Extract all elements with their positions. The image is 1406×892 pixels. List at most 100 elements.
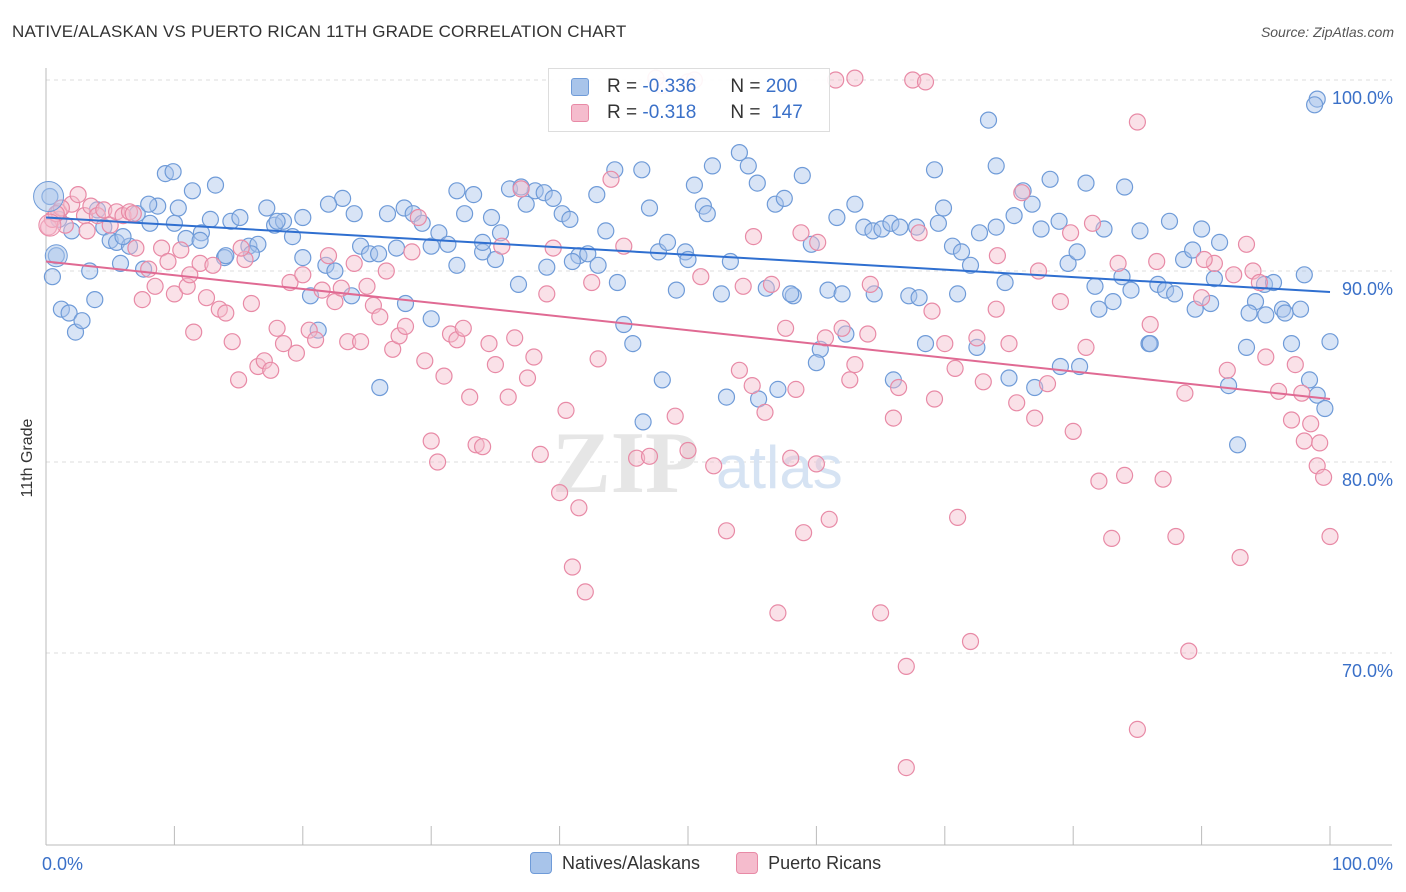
data-point	[1237, 235, 1256, 253]
data-point	[948, 285, 967, 303]
data-point	[1141, 335, 1159, 353]
data-point	[929, 214, 948, 232]
watermark-zip: ZIP	[552, 415, 699, 512]
data-point	[588, 186, 606, 204]
data-point	[371, 378, 389, 397]
data-point	[377, 262, 395, 280]
legend-row-natives: R = -0.336 N = 200	[571, 75, 797, 99]
data-point	[1231, 548, 1249, 567]
data-point	[794, 524, 813, 542]
data-point	[206, 176, 225, 194]
data-point	[429, 453, 447, 471]
data-point	[776, 319, 795, 337]
data-point	[1000, 369, 1018, 387]
trend-lines	[45, 216, 1331, 400]
data-point	[987, 157, 1005, 175]
data-point	[882, 214, 900, 232]
data-point	[480, 335, 498, 353]
data-point	[897, 758, 915, 777]
data-point	[1026, 409, 1044, 427]
axes: 11th Grade	[19, 68, 1392, 846]
data-point	[422, 310, 440, 328]
data-point	[82, 197, 100, 215]
data-point	[435, 367, 453, 385]
data-point	[1122, 281, 1140, 299]
data-point	[403, 243, 421, 261]
data-point	[807, 354, 826, 372]
data-point	[191, 231, 209, 249]
series-puerto-ricans	[39, 69, 1339, 777]
data-point	[1201, 294, 1220, 313]
data-point	[183, 182, 201, 200]
data-point	[1086, 277, 1104, 295]
data-point	[1068, 243, 1086, 261]
data-point	[525, 348, 543, 366]
data-point	[509, 275, 528, 293]
data-point	[640, 447, 659, 465]
data-point	[204, 256, 222, 274]
data-point	[1183, 241, 1202, 259]
data-point	[1264, 273, 1283, 292]
data-point	[1240, 304, 1258, 322]
data-point	[1005, 207, 1023, 225]
series-natives	[41, 90, 1339, 454]
legend-r-label: R =	[607, 102, 638, 123]
trend-line-puerto-ricans	[45, 260, 1331, 400]
series-legend: Natives/Alaskans Puerto Ricans	[530, 852, 917, 874]
data-point	[827, 71, 845, 89]
data-point	[1103, 529, 1121, 548]
data-point	[1064, 422, 1082, 440]
data-point	[1302, 415, 1320, 433]
data-point	[1192, 289, 1211, 307]
data-point	[855, 218, 873, 236]
data-point	[828, 208, 846, 227]
data-point	[1008, 394, 1026, 412]
data-point	[968, 329, 986, 347]
chart-title: NATIVE/ALASKAN VS PUERTO RICAN 11TH GRAD…	[12, 22, 627, 41]
data-point	[1286, 356, 1304, 374]
data-point	[491, 224, 510, 242]
data-point	[181, 266, 199, 284]
data-point	[255, 352, 273, 370]
data-point	[1195, 250, 1213, 269]
data-point	[705, 457, 723, 475]
data-point	[961, 632, 980, 651]
data-point	[1077, 338, 1095, 356]
data-point	[294, 266, 312, 284]
data-point	[60, 304, 78, 322]
data-point	[124, 205, 142, 223]
data-point	[961, 256, 980, 274]
data-point	[101, 231, 119, 249]
data-point	[775, 189, 793, 207]
data-point	[846, 195, 864, 213]
data-point	[640, 199, 659, 217]
legend-r-label: R =	[607, 76, 638, 97]
data-point	[191, 254, 209, 272]
data-point	[1205, 254, 1224, 272]
data-point	[38, 213, 62, 237]
data-point	[1291, 300, 1310, 318]
data-point	[197, 289, 216, 307]
data-point	[1109, 254, 1127, 272]
data-point	[703, 157, 722, 175]
data-point	[952, 243, 971, 261]
data-point	[258, 199, 276, 217]
stats-legend: R = -0.336 N = 200 R = -0.318 N = 147	[548, 68, 830, 132]
data-point	[739, 157, 757, 175]
data-point	[1269, 382, 1288, 400]
data-point	[871, 604, 890, 622]
legend-n-label: N =	[730, 76, 761, 97]
y-tick-label: 70.0%	[1342, 661, 1393, 681]
data-point	[925, 161, 944, 179]
data-point	[395, 199, 413, 217]
data-point	[78, 222, 96, 240]
data-point	[561, 210, 579, 228]
legend-n-value: 200	[765, 76, 798, 97]
data-point	[454, 319, 472, 337]
data-point	[667, 281, 686, 299]
data-point	[744, 228, 763, 246]
data-point	[1148, 252, 1166, 271]
data-point	[782, 449, 800, 467]
legend-swatch-natives	[530, 852, 552, 874]
